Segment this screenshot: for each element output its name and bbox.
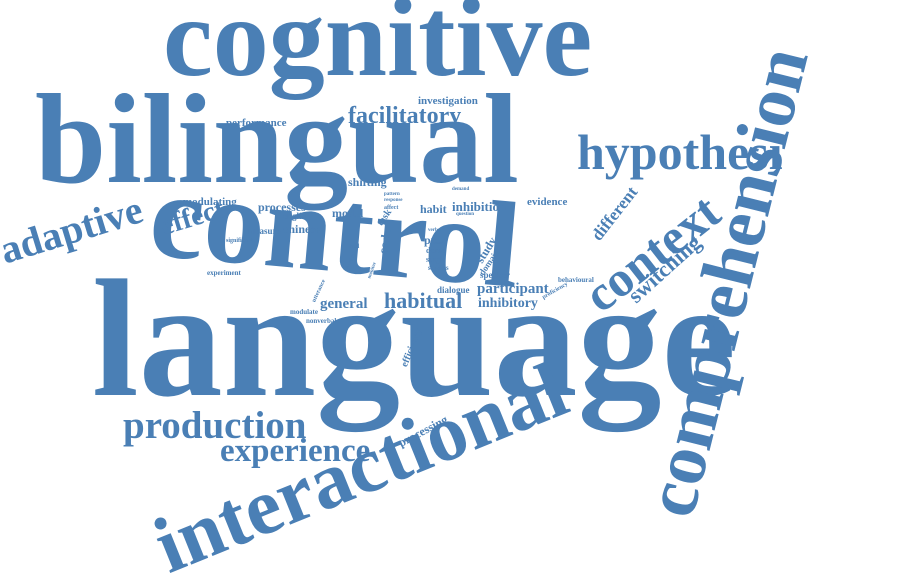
word-proc: proc xyxy=(424,233,448,247)
word-pattern: pattern xyxy=(384,192,400,197)
word-verbal: verbal xyxy=(428,228,442,233)
word-question: question xyxy=(456,212,475,217)
word-dense: dense xyxy=(426,246,446,255)
word-hypothesi: hypothesi xyxy=(577,124,783,180)
word-modulating: modulating xyxy=(183,196,237,208)
word-english: english xyxy=(283,211,311,221)
word-inhibition: inhibition xyxy=(452,199,507,214)
word-response: response xyxy=(384,198,403,203)
word-behavioural: behavioural xyxy=(558,276,594,284)
word-speaker: speaker xyxy=(480,270,510,280)
word-general: general xyxy=(320,296,368,312)
word-processes: processes xyxy=(258,200,306,214)
word-participant: participant xyxy=(477,281,549,297)
word-experience: experience xyxy=(220,433,371,469)
word-measure: measure xyxy=(248,226,281,236)
word-habit: habit xyxy=(420,202,447,216)
word-significant: significant xyxy=(226,238,253,244)
word-investigation: investigation xyxy=(418,95,478,107)
word-language: language xyxy=(92,246,737,432)
word-evidence: evidence xyxy=(527,196,568,208)
word-bilingual: bilingual xyxy=(35,68,519,210)
word-shifting: shifting xyxy=(348,175,387,189)
word-cognitive: cognitive xyxy=(163,0,593,100)
word-dialogue: dialogue xyxy=(437,285,470,295)
word-demand: demand xyxy=(452,187,470,192)
word-nonverbal: nonverbal xyxy=(306,317,337,325)
word-studies: studies xyxy=(428,264,449,272)
word-habitual: habitual xyxy=(384,288,463,313)
word-facilitatory: facilitatory xyxy=(348,103,462,129)
word-chinese: chinese xyxy=(283,222,321,236)
word-affect: affect xyxy=(384,205,399,211)
word-performance: performance xyxy=(226,117,287,129)
word-model: model xyxy=(332,206,364,220)
word-experiment: experiment xyxy=(207,269,241,277)
word-sense: sense xyxy=(434,240,443,245)
word-production: production xyxy=(123,404,307,447)
word-dual: dual xyxy=(348,244,360,250)
word-single: single xyxy=(426,255,446,264)
word-inhibitory: inhibitory xyxy=(478,296,538,311)
word-modulate: modulate xyxy=(290,308,318,316)
